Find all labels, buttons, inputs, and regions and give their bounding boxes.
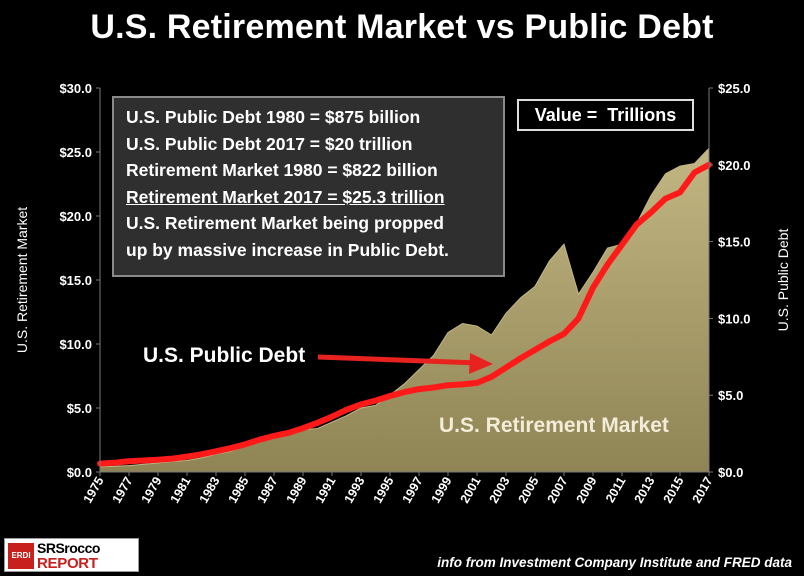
source-note: info from Investment Company Institute a… — [437, 555, 792, 570]
left-tick-label: $30.0 — [59, 81, 92, 96]
left-tick-label: $15.0 — [59, 273, 92, 288]
public-debt-line — [97, 161, 712, 467]
info-line-4: Retirement Market 2017 = $25.3 trillion — [126, 186, 445, 207]
x-tick-label: 1987 — [255, 474, 281, 505]
x-tick-label: 2017 — [690, 474, 716, 505]
right-tick-label: $5.0 — [718, 388, 743, 403]
x-tick-label: 2015 — [661, 474, 687, 505]
debt-series-label: U.S. Public Debt — [143, 344, 306, 367]
chart-title: U.S. Retirement Market vs Public Debt — [90, 8, 714, 46]
left-tick-label: $0.0 — [67, 465, 92, 480]
x-tick-label: 1979 — [139, 474, 165, 505]
x-tick-label: 1989 — [284, 474, 310, 505]
x-tick-label: 1991 — [313, 474, 339, 505]
x-tick-label: 2007 — [545, 474, 571, 505]
x-tick-label: 1995 — [371, 474, 397, 505]
right-tick-label: $25.0 — [718, 81, 751, 96]
info-box: U.S. Public Debt 1980 = $875 billion U.S… — [112, 96, 505, 277]
left-tick-label: $5.0 — [67, 401, 92, 416]
x-tick-label: 2005 — [516, 474, 542, 505]
logo-text-bottom: REPORT — [37, 555, 98, 572]
info-line-6: up by massive increase in Public Debt. — [126, 239, 449, 260]
retirement-series-label: U.S. Retirement Market — [439, 414, 669, 437]
x-tick-label: 1977 — [110, 474, 136, 505]
logo-badge-icon: ERDI — [8, 543, 34, 569]
left-tick-label: $25.0 — [59, 145, 92, 160]
x-tick-label: 2001 — [458, 474, 484, 505]
y-axis-label-right: U.S. Public Debt — [775, 229, 791, 332]
x-tick-label: 1997 — [400, 474, 426, 505]
right-tick-label: $10.0 — [718, 311, 751, 326]
units-box: Value = Trillions — [517, 99, 694, 131]
info-line-5: U.S. Retirement Market being propped — [126, 213, 444, 233]
logo-text-top: SRSrocco — [37, 540, 100, 556]
y-axis-label-left: U.S. Retirement Market — [14, 207, 30, 353]
x-tick-label: 1999 — [429, 474, 455, 505]
right-tick-label: $20.0 — [718, 158, 751, 173]
left-tick-label: $10.0 — [59, 337, 92, 352]
right-tick-label: $15.0 — [718, 235, 751, 250]
x-tick-label: 2011 — [603, 474, 629, 505]
x-tick-label: 1981 — [168, 474, 194, 505]
info-line-1: U.S. Public Debt 1980 = $875 billion — [126, 107, 421, 127]
x-tick-label: 2009 — [574, 474, 600, 505]
left-tick-label: $20.0 — [59, 209, 92, 224]
x-tick-label: 1985 — [226, 474, 252, 505]
logo: ERDI SRSrocco REPORT — [4, 538, 139, 572]
info-line-3: Retirement Market 1980 = $822 billion — [126, 160, 438, 180]
x-tick-label: 2013 — [632, 474, 658, 505]
x-tick-label: 2003 — [487, 474, 513, 505]
right-tick-label: $0.0 — [718, 465, 743, 480]
debt-arrow — [317, 353, 493, 374]
x-tick-label: 1983 — [197, 474, 223, 505]
info-line-2: U.S. Public Debt 2017 = $20 trillion — [126, 133, 413, 154]
x-tick-label: 1993 — [342, 474, 368, 505]
